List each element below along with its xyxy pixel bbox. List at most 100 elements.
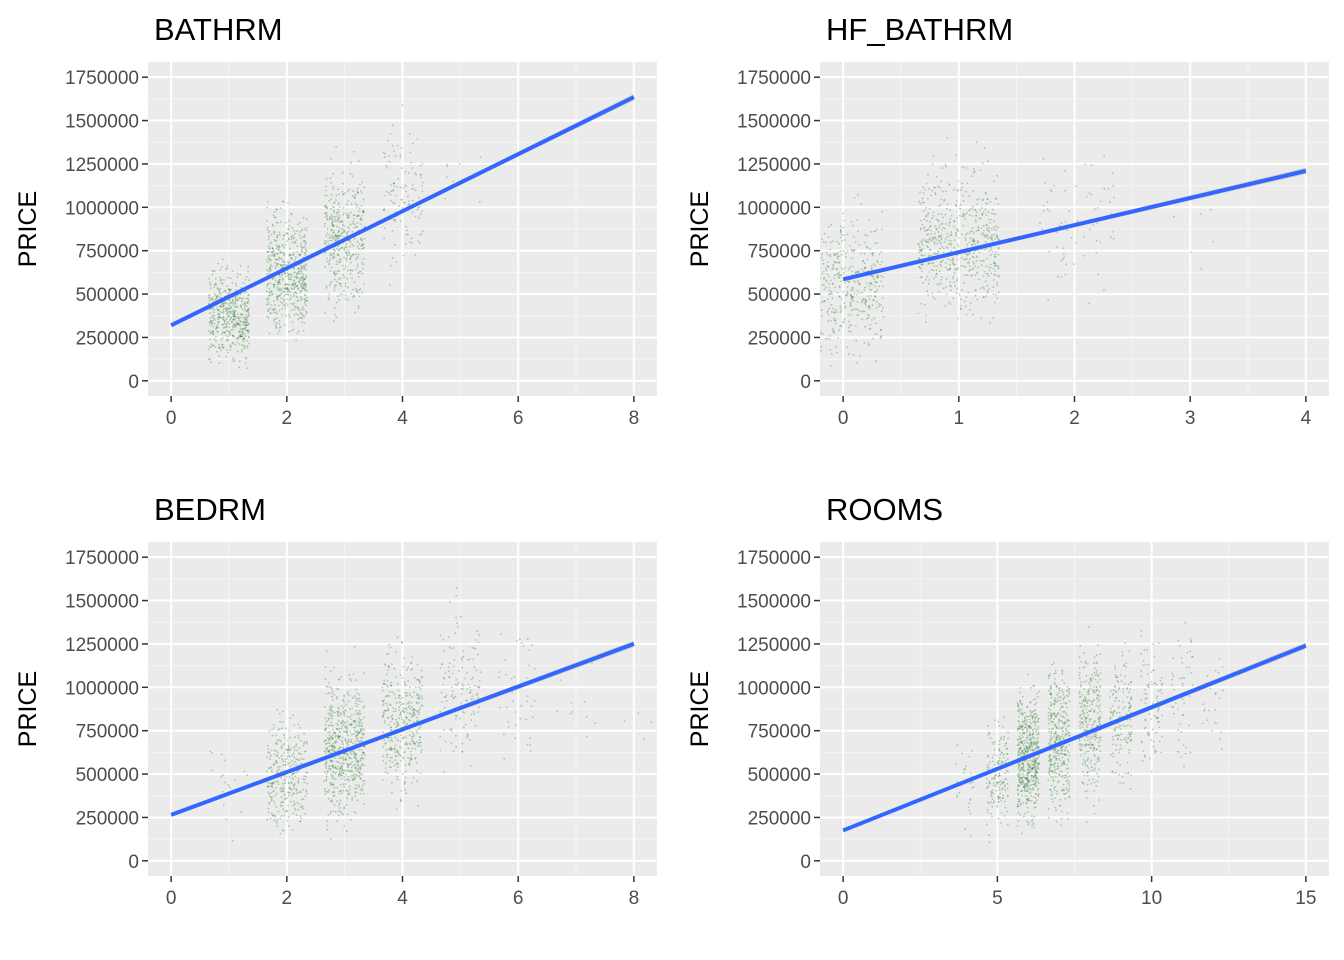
data-point	[273, 727, 275, 729]
data-point	[272, 723, 275, 726]
data-point	[267, 251, 270, 253]
data-point	[267, 748, 270, 751]
data-point	[266, 228, 269, 231]
data-point	[356, 711, 359, 714]
data-point	[226, 320, 229, 323]
data-point	[333, 211, 335, 213]
data-point	[827, 265, 830, 268]
data-point	[339, 790, 342, 793]
data-point	[245, 324, 248, 326]
data-point	[394, 708, 397, 710]
data-point	[340, 713, 343, 716]
data-point	[836, 261, 838, 264]
data-point	[468, 691, 471, 694]
data-point	[298, 253, 301, 256]
data-point	[960, 298, 962, 301]
data-point	[331, 748, 334, 750]
data-point	[992, 777, 995, 780]
data-point	[918, 266, 921, 269]
data-point	[416, 770, 418, 772]
data-point	[407, 711, 409, 714]
data-point	[1029, 725, 1032, 728]
data-point	[421, 181, 424, 184]
data-point	[267, 250, 270, 253]
data-point	[304, 812, 307, 815]
data-point	[270, 766, 273, 768]
data-point	[973, 239, 975, 242]
data-point	[302, 314, 304, 317]
data-point	[1003, 735, 1005, 738]
data-point	[305, 249, 307, 252]
data-point	[242, 340, 245, 343]
data-point	[1034, 762, 1036, 764]
data-point	[235, 323, 238, 326]
data-point	[245, 323, 248, 326]
data-point	[222, 804, 225, 806]
data-point	[343, 712, 346, 714]
data-point	[863, 267, 866, 269]
data-point	[505, 673, 507, 676]
data-point	[944, 164, 947, 166]
data-point	[919, 240, 922, 243]
data-point	[402, 702, 404, 705]
data-point	[393, 748, 396, 751]
data-point	[208, 358, 210, 361]
data-point	[361, 785, 364, 787]
data-point	[334, 810, 337, 813]
data-point	[853, 249, 855, 252]
data-point	[863, 310, 866, 313]
data-point	[850, 257, 853, 260]
data-point	[1092, 223, 1094, 226]
data-point	[836, 255, 839, 258]
data-point	[279, 276, 282, 278]
data-point	[416, 694, 419, 696]
data-point	[847, 268, 850, 271]
y-axis-title: PRICE	[14, 671, 42, 747]
data-point	[831, 327, 834, 330]
data-point	[341, 719, 344, 722]
data-point	[944, 213, 947, 216]
data-point	[1024, 776, 1027, 779]
data-point	[338, 707, 340, 710]
data-point	[325, 720, 328, 723]
data-point	[208, 278, 211, 280]
data-point	[303, 299, 306, 301]
data-point	[1026, 731, 1028, 734]
data-point	[350, 255, 353, 257]
data-point	[273, 286, 275, 288]
data-point	[401, 772, 404, 775]
data-point	[342, 182, 344, 185]
data-point	[972, 168, 975, 170]
data-point	[330, 712, 333, 715]
data-point	[939, 247, 941, 250]
data-point	[237, 299, 240, 302]
data-point	[273, 749, 276, 752]
data-point	[874, 322, 877, 325]
data-point	[231, 299, 234, 301]
data-point	[404, 788, 406, 791]
data-point	[242, 321, 245, 324]
data-point	[338, 206, 341, 208]
data-point	[335, 238, 338, 240]
data-point	[304, 277, 306, 280]
data-point	[974, 208, 977, 211]
data-point	[418, 206, 421, 209]
data-point	[1025, 737, 1028, 740]
data-point	[362, 732, 365, 735]
data-point	[218, 321, 221, 323]
data-point	[298, 254, 301, 257]
data-point	[957, 237, 960, 239]
data-point	[1023, 815, 1025, 818]
data-point	[230, 345, 233, 347]
data-point	[405, 695, 407, 697]
data-point	[952, 275, 955, 278]
data-point	[296, 285, 298, 288]
data-point	[243, 309, 246, 312]
data-point	[276, 792, 278, 795]
data-point	[304, 243, 307, 246]
data-point	[269, 254, 272, 257]
data-point	[398, 701, 401, 704]
data-point	[865, 318, 868, 320]
data-point	[443, 649, 446, 652]
data-point	[208, 324, 211, 327]
